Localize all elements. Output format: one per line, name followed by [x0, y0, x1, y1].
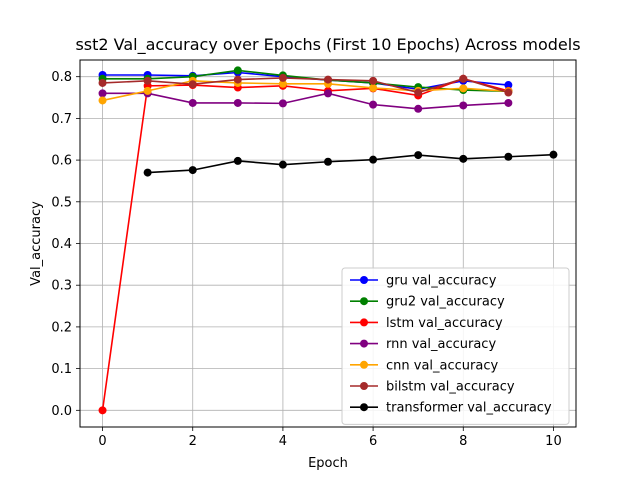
data-point — [143, 86, 152, 95]
legend-entry: cnn val_accuracy — [350, 358, 498, 373]
data-point — [459, 101, 468, 110]
data-point — [188, 98, 197, 107]
legend-marker — [360, 276, 368, 284]
data-point — [188, 166, 197, 175]
chart-title: sst2 Val_accuracy over Epochs (First 10 … — [75, 35, 580, 55]
legend-marker — [360, 318, 368, 327]
legend-box — [341, 267, 570, 425]
legend-label: gru val_accuracy — [386, 274, 497, 289]
data-point — [278, 160, 287, 169]
legend-label: bilstm val_accuracy — [386, 380, 515, 395]
series-line — [102, 69, 509, 93]
data-point — [324, 89, 332, 98]
data-point — [98, 78, 107, 87]
data-point — [504, 81, 513, 90]
data-point — [324, 157, 332, 166]
legend-label: gru2 val_accuracy — [386, 295, 505, 310]
legend-marker — [360, 339, 368, 348]
legend-marker — [360, 403, 368, 412]
legend-label: transformer val_accuracy — [386, 401, 552, 416]
legend-marker — [360, 360, 368, 369]
series-group — [98, 66, 558, 415]
data-point — [459, 74, 468, 83]
y-tick-label: 0.8 — [51, 70, 72, 85]
legend-label: cnn val_accuracy — [386, 358, 498, 373]
series-5 — [98, 73, 513, 97]
data-point — [549, 150, 558, 159]
legend-entry: rnn val_accuracy — [350, 337, 496, 352]
data-point — [369, 76, 378, 85]
y-axis-label: Val_accuracy — [29, 201, 44, 286]
legend-label: lstm val_accuracy — [386, 316, 503, 331]
data-point — [188, 80, 197, 89]
x-tick-label: 2 — [189, 434, 197, 449]
legend-marker — [360, 297, 368, 306]
data-point — [278, 73, 287, 82]
y-tick-label: 0.3 — [51, 279, 72, 294]
data-point — [504, 152, 513, 161]
y-tick-label: 0.7 — [51, 112, 72, 127]
series-6 — [143, 150, 558, 177]
data-point — [278, 79, 287, 88]
y-tick-label: 0.0 — [51, 404, 72, 419]
y-tick-label: 0.5 — [51, 195, 72, 210]
legend-entry: bilstm val_accuracy — [350, 380, 515, 395]
data-point — [459, 84, 468, 93]
series-line — [102, 77, 509, 94]
legend-entry: transformer val_accuracy — [350, 401, 552, 416]
data-point — [143, 168, 152, 177]
legend-label: rnn val_accuracy — [386, 337, 496, 352]
data-point — [98, 96, 107, 105]
data-point — [278, 99, 287, 108]
data-point — [369, 155, 378, 164]
y-tick-label: 0.1 — [51, 362, 72, 377]
x-axis-label: Epoch — [308, 456, 348, 471]
x-tick-label: 10 — [545, 434, 562, 449]
data-point — [414, 104, 423, 113]
legend-marker — [360, 382, 368, 390]
series-line — [102, 80, 509, 102]
x-tick-label: 4 — [279, 434, 287, 449]
series-line — [102, 92, 509, 110]
x-tick-label: 8 — [459, 434, 467, 449]
legend-entry: gru val_accuracy — [350, 274, 497, 289]
data-point — [369, 100, 378, 109]
y-tick-label: 0.2 — [51, 320, 72, 335]
y-tick-label: 0.4 — [51, 237, 72, 252]
ticks: 0 2 4 6 8 10 0.0 0.1 0.2 0.3 0.4 0.5 0.6 0.7 0.8 — [51, 70, 561, 449]
data-point — [233, 156, 242, 165]
legend-entry: gru2 val_accuracy — [350, 295, 505, 310]
data-point — [504, 98, 513, 107]
legend-entry: lstm val_accuracy — [350, 316, 503, 331]
data-point — [233, 75, 242, 84]
data-point — [98, 406, 107, 415]
data-point — [459, 154, 468, 163]
data-point — [369, 83, 378, 92]
data-point — [414, 151, 423, 160]
data-point — [324, 75, 332, 84]
data-point — [143, 76, 152, 85]
data-point — [414, 88, 423, 97]
data-point — [233, 66, 242, 75]
data-point — [98, 89, 107, 98]
data-point — [233, 98, 242, 107]
x-tick-label: 6 — [369, 434, 377, 449]
data-point — [504, 88, 513, 97]
x-tick-label: 0 — [98, 434, 106, 449]
series-line — [147, 153, 554, 174]
y-tick-label: 0.6 — [51, 154, 72, 169]
